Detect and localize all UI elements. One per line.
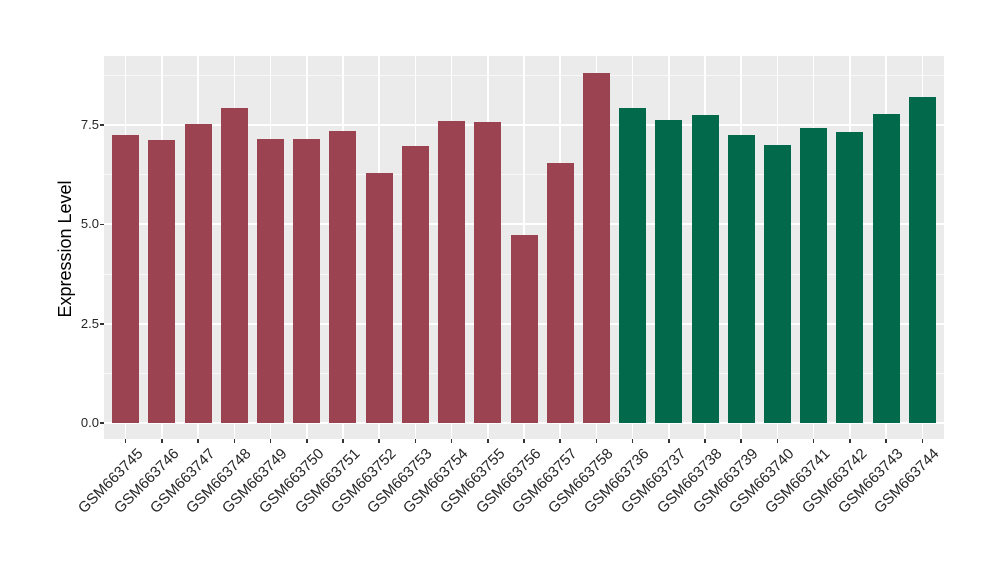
bar-GSM663738 (691, 114, 719, 424)
x-tick-mark (668, 439, 670, 443)
bar-GSM663751 (329, 131, 357, 424)
x-tick-mark (161, 439, 163, 443)
bar-GSM663750 (293, 139, 321, 424)
x-tick-mark (197, 439, 199, 443)
y-tick-label: 0.0 (80, 415, 99, 431)
x-tick-mark (414, 439, 417, 443)
bar-GSM663740 (763, 144, 791, 424)
x-tick-mark (487, 439, 489, 443)
bar-GSM663742 (836, 131, 864, 424)
y-axis-title: Expression Level (55, 180, 75, 318)
x-tick-mark (269, 439, 272, 443)
x-tick-mark (342, 439, 344, 443)
bar-GSM663744 (908, 96, 936, 424)
x-tick-mark (559, 439, 561, 443)
x-tick-mark (631, 439, 634, 443)
x-tick-mark (233, 439, 236, 443)
bar-GSM663748 (220, 108, 248, 424)
bar-GSM663758 (582, 73, 610, 424)
plot-panel (104, 56, 944, 439)
bar-GSM663737 (655, 119, 683, 424)
bar-GSM663743 (872, 113, 900, 424)
x-tick-mark (523, 439, 525, 443)
x-tick-mark (849, 439, 851, 443)
y-tick-label: 7.5 (80, 117, 99, 133)
y-tick-label: 2.5 (80, 315, 99, 331)
bar-GSM663749 (257, 138, 285, 424)
bar-GSM663741 (800, 127, 828, 424)
bar-GSM663755 (474, 121, 502, 424)
bar-GSM663752 (365, 172, 393, 424)
x-tick-mark (450, 439, 453, 443)
x-tick-mark (124, 439, 127, 443)
y-tick-label: 5.0 (80, 216, 99, 232)
x-tick-mark (921, 439, 924, 443)
y-tick-mark (100, 223, 104, 226)
bar-GSM663754 (438, 120, 466, 424)
x-tick-mark (306, 439, 308, 443)
y-tick-mark (100, 124, 104, 126)
x-tick-mark (595, 439, 598, 443)
bar-GSM663739 (727, 135, 755, 424)
x-tick-mark (776, 439, 779, 443)
bar-GSM663757 (546, 162, 574, 424)
y-tick-mark (100, 323, 104, 325)
bar-GSM663747 (184, 123, 212, 424)
x-tick-mark (812, 439, 815, 443)
y-tick-mark (100, 422, 104, 424)
bar-GSM663753 (401, 146, 429, 424)
x-tick-mark (885, 439, 887, 443)
bar-GSM663746 (148, 140, 176, 424)
x-tick-mark (378, 439, 380, 443)
bar-GSM663736 (619, 108, 647, 424)
bar-GSM663745 (112, 134, 140, 424)
x-tick-mark (704, 439, 706, 443)
x-tick-mark (740, 439, 742, 443)
bar-GSM663756 (510, 234, 538, 424)
